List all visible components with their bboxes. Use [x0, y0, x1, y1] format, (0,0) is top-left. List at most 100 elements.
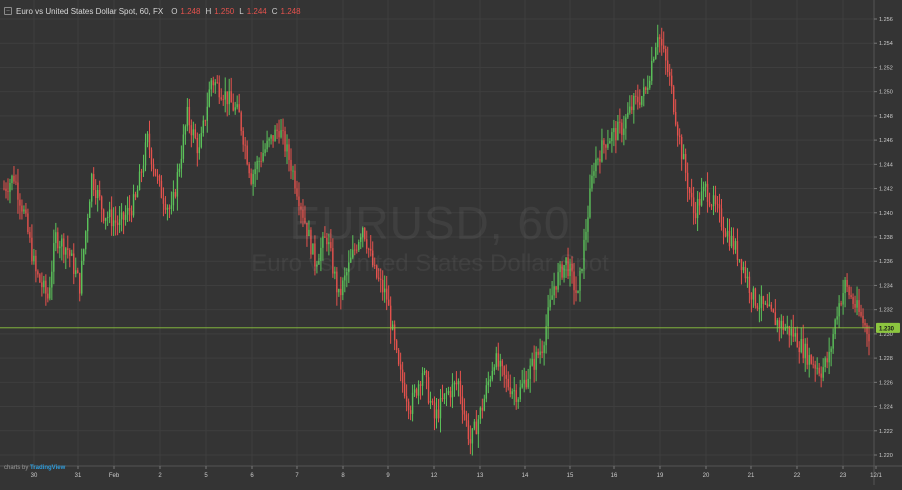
- candle: [39, 273, 41, 284]
- candle-body: [798, 347, 800, 353]
- candle-body: [631, 106, 633, 111]
- candle: [411, 384, 414, 422]
- candle: [551, 280, 553, 300]
- candle-body: [63, 238, 65, 255]
- candle: [549, 288, 551, 311]
- legend-header: – Euro vs United States Dollar Spot, 60,…: [4, 4, 303, 18]
- y-tick-label: 1.234: [879, 283, 893, 289]
- candle: [621, 119, 623, 143]
- candle-body: [124, 214, 127, 220]
- candle-body: [316, 264, 318, 267]
- candle-body: [49, 287, 51, 299]
- candle: [128, 195, 131, 222]
- candle-body: [587, 217, 589, 232]
- attribution[interactable]: charts by TradingView: [4, 465, 65, 471]
- candle-body: [356, 249, 358, 251]
- candle-body: [455, 382, 458, 385]
- candle: [81, 248, 83, 296]
- candle-body: [818, 367, 820, 374]
- candle-body: [248, 164, 250, 174]
- candle: [672, 84, 675, 115]
- candle: [545, 314, 547, 354]
- candle-body: [220, 97, 222, 100]
- candle: [7, 178, 9, 201]
- candle-body: [708, 201, 711, 206]
- candle: [710, 203, 713, 211]
- candle: [431, 398, 434, 406]
- candle: [637, 84, 639, 110]
- candle: [674, 99, 677, 127]
- candle: [493, 364, 495, 375]
- candle: [340, 276, 342, 310]
- candle: [868, 325, 870, 356]
- candle: [140, 168, 143, 183]
- candle-body: [569, 264, 571, 277]
- candle: [445, 387, 448, 407]
- candle-body: [856, 300, 858, 308]
- candle-body: [83, 249, 85, 261]
- candle-body: [816, 367, 818, 369]
- tradingview-logo-text[interactable]: TradingView: [30, 465, 66, 471]
- candle-body: [808, 355, 810, 365]
- candle: [625, 113, 627, 140]
- candle: [312, 243, 314, 255]
- candle-body: [122, 212, 125, 220]
- candle: [53, 229, 55, 285]
- candle: [130, 205, 133, 223]
- candle-body: [352, 249, 354, 258]
- last-price-label: 1.230: [879, 326, 895, 332]
- candle-body: [206, 106, 208, 121]
- candle-body: [770, 304, 773, 310]
- candle: [316, 260, 318, 274]
- candle-body: [298, 196, 300, 207]
- candle-body: [55, 232, 57, 244]
- candle: [812, 356, 814, 369]
- candle-body: [744, 266, 747, 279]
- high-value: 1.250: [214, 6, 235, 16]
- collapse-icon[interactable]: –: [4, 7, 12, 15]
- candle-body: [417, 384, 420, 396]
- candle: [180, 145, 183, 178]
- candle: [694, 201, 697, 225]
- candle-body: [555, 286, 557, 290]
- candle-body: [268, 138, 270, 141]
- candle-body: [246, 145, 248, 165]
- candle-body: [92, 174, 95, 191]
- candle-body: [98, 189, 101, 197]
- candle: [3, 180, 5, 191]
- candle-body: [537, 351, 539, 355]
- candle: [296, 180, 298, 200]
- candle-body: [661, 38, 663, 46]
- candle-body: [19, 199, 21, 206]
- candle: [168, 204, 171, 219]
- candle: [96, 185, 99, 212]
- candle: [441, 384, 444, 402]
- candle-body: [274, 129, 276, 142]
- candle-body: [621, 122, 623, 135]
- close-key: C: [271, 6, 278, 16]
- candle-body: [746, 276, 749, 279]
- candle-body: [575, 290, 577, 293]
- candle-body: [665, 48, 667, 61]
- x-tick-label: 8: [341, 473, 345, 479]
- candle-body: [451, 384, 454, 398]
- high-key: H: [205, 6, 212, 16]
- candle: [511, 388, 513, 399]
- candle: [862, 308, 864, 329]
- candle-body: [659, 37, 661, 39]
- candle: [758, 294, 761, 323]
- candle-body: [535, 351, 537, 370]
- candle: [503, 365, 505, 388]
- candle: [553, 272, 555, 305]
- candle-body: [415, 389, 418, 396]
- candle: [192, 121, 195, 143]
- candle: [286, 134, 288, 165]
- candle: [284, 126, 286, 158]
- candle-body: [738, 259, 741, 261]
- candle-body: [854, 303, 856, 308]
- candle: [728, 218, 731, 251]
- candle-body: [461, 396, 464, 411]
- candle: [794, 326, 796, 342]
